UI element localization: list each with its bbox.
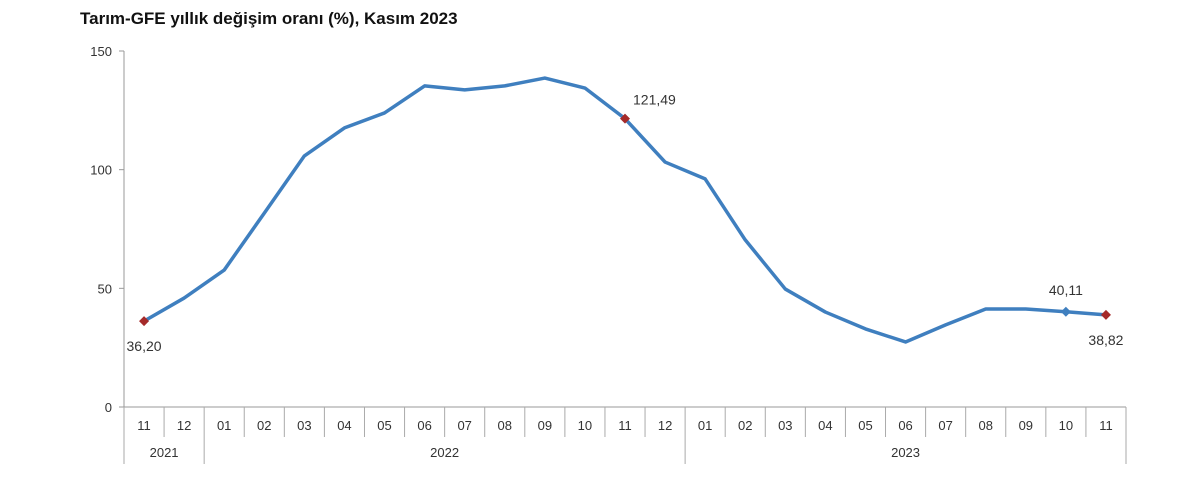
y-tick-label: 150 [90,44,112,59]
x-tick-label: 06 [417,418,431,433]
x-tick-label: 11 [137,418,151,433]
x-tick-label: 04 [337,418,351,433]
x-tick-label: 06 [898,418,912,433]
data-label: 40,11 [1049,282,1083,298]
x-tick-label: 03 [297,418,311,433]
x-tick-label: 10 [1059,418,1073,433]
x-tick-label: 12 [658,418,672,433]
chart-title: Tarım-GFE yıllık değişim oranı (%), Kası… [80,9,458,28]
x-tick-label: 01 [698,418,712,433]
x-tick-label: 08 [498,418,512,433]
year-label: 2021 [150,445,179,460]
x-tick-label: 11 [1099,418,1113,433]
x-tick-label: 08 [978,418,992,433]
year-label: 2023 [891,445,920,460]
data-point-marker [1100,309,1111,320]
year-label: 2022 [430,445,459,460]
data-point-marker [1060,306,1071,317]
x-tick-label: 11 [618,418,632,433]
x-tick-label: 09 [538,418,552,433]
x-tick-label: 09 [1019,418,1033,433]
y-tick-label: 0 [105,400,112,415]
x-tick-label: 03 [778,418,792,433]
y-tick-label: 100 [90,163,112,178]
data-point-marker [139,316,150,327]
x-tick-label: 04 [818,418,832,433]
x-tick-label: 05 [377,418,391,433]
x-tick-label: 02 [738,418,752,433]
x-tick-label: 10 [578,418,592,433]
x-tick-label: 07 [938,418,952,433]
x-tick-label: 01 [217,418,231,433]
x-tick-label: 02 [257,418,271,433]
x-tick-label: 07 [457,418,471,433]
x-tick-label: 05 [858,418,872,433]
data-point-marker [620,113,630,124]
data-label: 121,49 [633,92,676,108]
x-tick-label: 12 [177,418,191,433]
data-label: 38,82 [1088,332,1123,348]
data-label: 36,20 [127,338,162,354]
y-tick-label: 50 [98,281,112,296]
